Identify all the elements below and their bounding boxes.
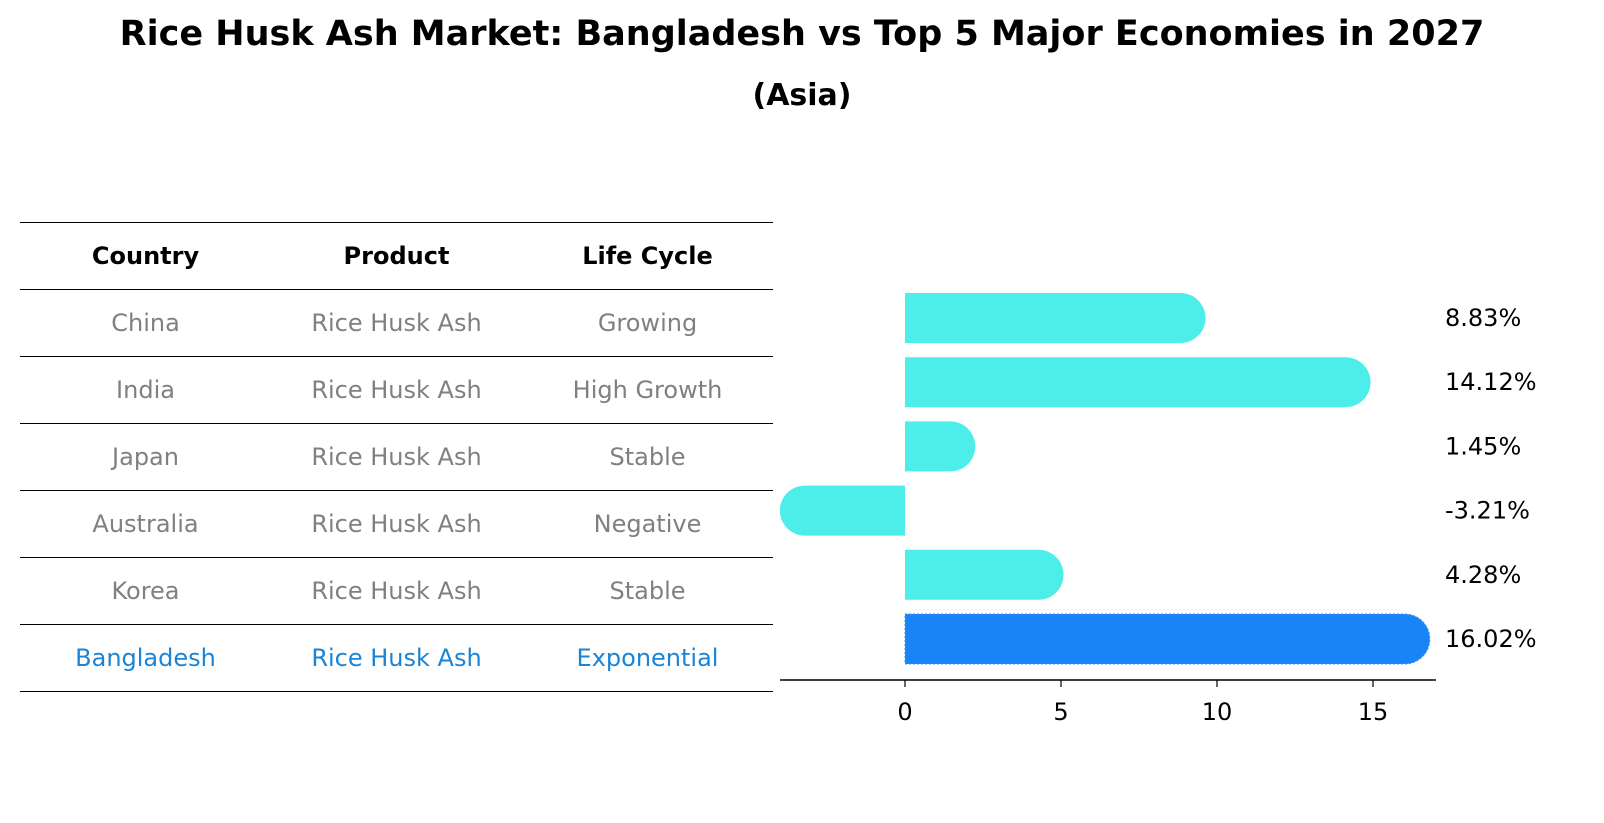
table-row: Australia Rice Husk Ash Negative <box>20 490 773 558</box>
column-header-life-cycle: Life Cycle <box>522 222 773 290</box>
cell-country: Australia <box>20 490 271 558</box>
bar-value-label: -3.21% <box>1445 497 1530 525</box>
bar-bangladesh <box>904 613 1431 665</box>
bar-india <box>905 357 1371 408</box>
cell-product: Rice Husk Ash <box>271 423 522 491</box>
bar-value-label: 8.83% <box>1445 304 1521 332</box>
bar-value-label: 1.45% <box>1445 432 1521 460</box>
cell-country: Korea <box>20 557 271 625</box>
cell-life-cycle: High Growth <box>522 356 773 424</box>
comparison-table: Country Product Life Cycle China Rice Hu… <box>20 222 773 692</box>
bar-china <box>905 293 1206 343</box>
bar-value-label: 14.12% <box>1445 368 1537 396</box>
cell-life-cycle: Stable <box>522 557 773 625</box>
table-row: Japan Rice Husk Ash Stable <box>20 423 773 491</box>
x-axis-tick-label: 10 <box>1202 698 1233 726</box>
table-row-highlighted: Bangladesh Rice Husk Ash Exponential <box>20 624 773 692</box>
table-row: India Rice Husk Ash High Growth <box>20 356 773 424</box>
cell-life-cycle: Stable <box>522 423 773 491</box>
x-axis-tick-label: 5 <box>1053 698 1068 726</box>
bar-value-label: 4.28% <box>1445 561 1521 589</box>
bar-korea <box>905 549 1064 600</box>
cell-life-cycle: Exponential <box>522 624 773 692</box>
cell-product: Rice Husk Ash <box>271 557 522 625</box>
table-row: Korea Rice Husk Ash Stable <box>20 557 773 625</box>
x-axis-tick-label: 15 <box>1358 698 1389 726</box>
chart-subtitle: (Asia) <box>752 78 852 113</box>
cell-country: India <box>20 356 271 424</box>
bar-value-label: 16.02% <box>1445 625 1537 653</box>
x-axis-tick-label: 0 <box>897 698 912 726</box>
cell-country: China <box>20 289 271 357</box>
column-header-country: Country <box>20 222 271 290</box>
cell-country: Bangladesh <box>20 624 271 692</box>
column-header-product: Product <box>271 222 522 290</box>
table-row: China Rice Husk Ash Growing <box>20 289 773 357</box>
cell-product: Rice Husk Ash <box>271 624 522 692</box>
cell-product: Rice Husk Ash <box>271 289 522 357</box>
cell-country: Japan <box>20 423 271 491</box>
cell-product: Rice Husk Ash <box>271 356 522 424</box>
cell-product: Rice Husk Ash <box>271 490 522 558</box>
chart-title: Rice Husk Ash Market: Bangladesh vs Top … <box>119 14 1485 54</box>
bar-japan <box>905 421 976 472</box>
table-header-row: Country Product Life Cycle <box>20 222 773 290</box>
bar-australia <box>780 485 905 536</box>
growth-bar-chart: 8.83% 14.12% 1.45% -3.21% 4.28% 16.02% 0 5 10 15 <box>780 293 1537 726</box>
cell-life-cycle: Negative <box>522 490 773 558</box>
cell-life-cycle: Growing <box>522 289 773 357</box>
